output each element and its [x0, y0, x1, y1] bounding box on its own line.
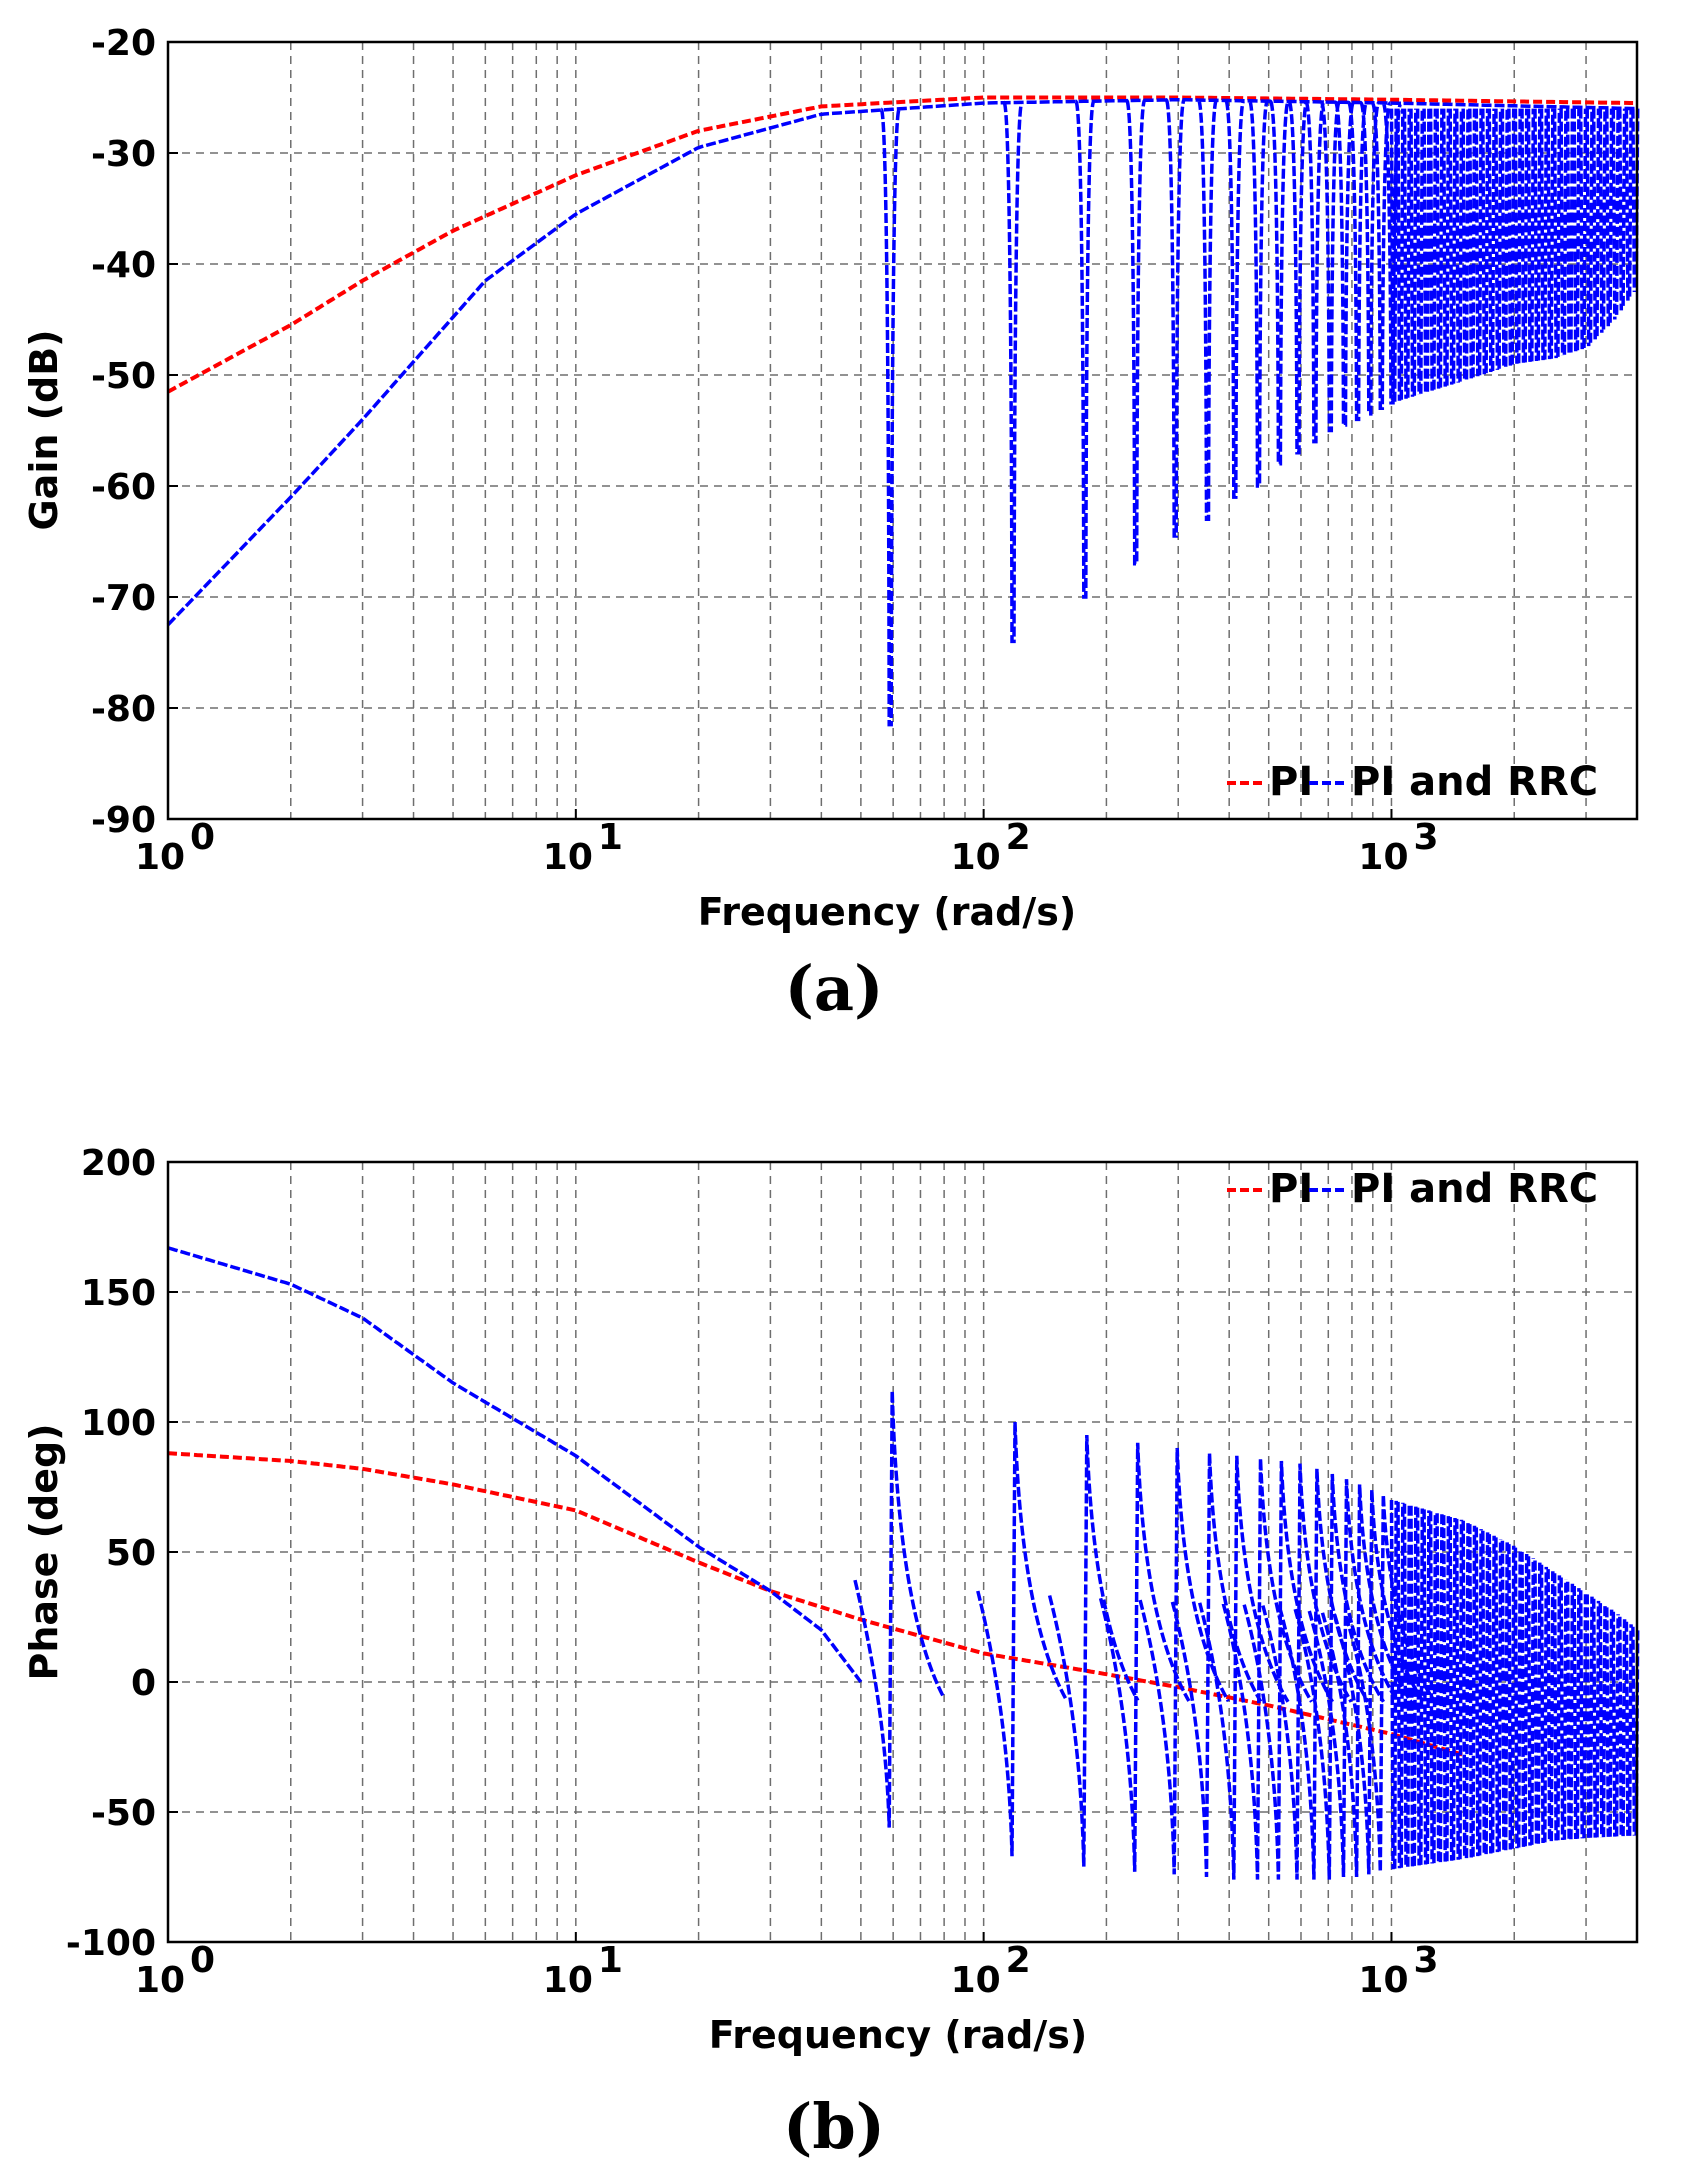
y-tick-label: -50: [91, 356, 156, 397]
y-tick-label: -60: [91, 467, 156, 508]
x-tick-label: 10: [543, 837, 593, 878]
gain-y-axis-label: Gain (dB): [22, 329, 66, 530]
gain-series: [166, 95, 1640, 727]
x-tick-exponent: 0: [190, 817, 215, 858]
gain-plot-frame: [166, 40, 1639, 821]
y-tick-label: -30: [91, 134, 156, 175]
x-tick-label: 10: [135, 837, 185, 878]
x-tick-exponent: 1: [598, 1940, 623, 1981]
gain-x-axis-label: Frequency (rad/s): [698, 890, 1076, 934]
x-tick-exponent: 0: [190, 1940, 215, 1981]
x-tick-exponent: 1: [598, 817, 623, 858]
panel-label-b: (b): [783, 2090, 885, 2163]
phase-y-axis-label: Phase (deg): [22, 1423, 66, 1680]
y-tick-label: -100: [66, 1923, 156, 1964]
x-tick-label: 10: [1358, 1960, 1408, 2001]
y-tick-label: -90: [91, 800, 156, 841]
x-tick-label: 10: [135, 1960, 185, 2001]
pi-series-line: [167, 95, 1637, 394]
gain-legend: PI PI and RRC: [1227, 759, 1598, 805]
y-tick-label: -70: [91, 578, 156, 619]
y-tick-label: -40: [91, 245, 156, 286]
legend-entry: PI and RRC: [1351, 1166, 1598, 1212]
x-tick-label: 10: [951, 1960, 1001, 2001]
y-tick-label: -80: [91, 689, 156, 730]
y-tick-label: -50: [91, 1793, 156, 1834]
x-tick-exponent: 2: [1006, 1940, 1031, 1981]
panel-label-a: (a): [785, 952, 884, 1025]
phase-legend: PI PI and RRC: [1227, 1166, 1598, 1212]
y-tick-label: 150: [81, 1273, 156, 1314]
phase-x-axis-label: Frequency (rad/s): [709, 2013, 1087, 2057]
y-tick-label: 0: [131, 1663, 156, 1704]
y-tick-label: 100: [81, 1403, 156, 1444]
y-tick-label: 50: [106, 1533, 156, 1574]
phase-series: [167, 1246, 1640, 1880]
y-tick-label: -20: [91, 23, 156, 64]
legend-entry: PI: [1269, 1166, 1313, 1212]
x-tick-label: 10: [951, 837, 1001, 878]
pi-series-line: [167, 1451, 1464, 1757]
pi-rrc-series-line: [167, 1246, 1640, 1880]
x-tick-exponent: 2: [1006, 817, 1031, 858]
x-tick-exponent: 3: [1413, 817, 1438, 858]
x-tick-exponent: 3: [1413, 1940, 1438, 1981]
x-tick-label: 10: [543, 1960, 593, 2001]
y-tick-label: 200: [81, 1143, 156, 1184]
x-tick-label: 10: [1358, 837, 1408, 878]
legend-entry: PI and RRC: [1351, 759, 1598, 805]
pi-rrc-series-line: [166, 97, 1640, 727]
legend-entry: PI: [1269, 759, 1313, 805]
